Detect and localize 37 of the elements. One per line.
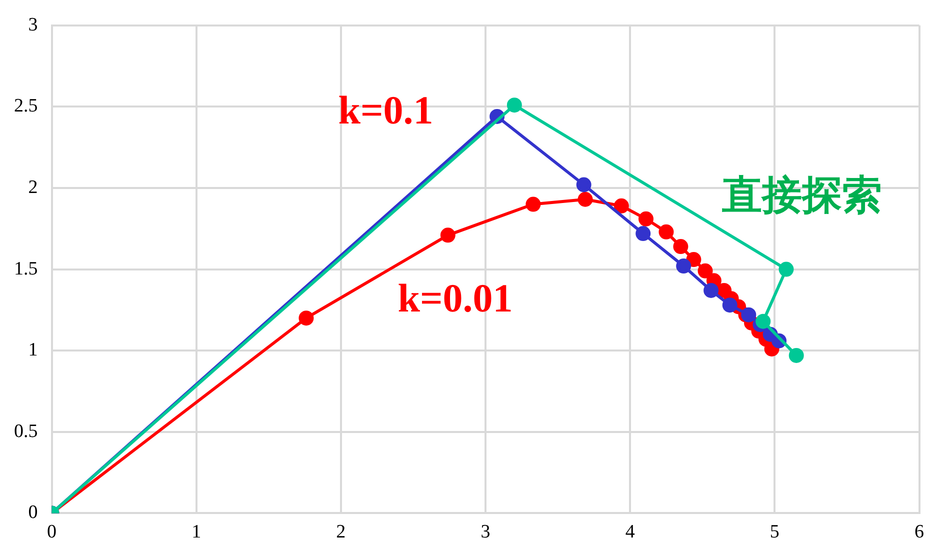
point [778, 262, 794, 277]
point [676, 258, 692, 274]
x-tick-label: 6 [914, 522, 924, 543]
point [658, 224, 674, 240]
point [741, 307, 756, 322]
y-tick-label: 0 [28, 502, 38, 524]
y-tick-label: 1 [28, 340, 38, 361]
point [614, 198, 629, 214]
y-tick-label: 2 [28, 176, 38, 198]
point [578, 192, 593, 207]
x-tick-label: 1 [192, 522, 202, 543]
x-tick-label: 4 [625, 522, 636, 543]
x-tick-label: 0 [47, 522, 56, 543]
point [788, 348, 804, 363]
point [526, 196, 541, 212]
point [673, 239, 688, 254]
point [506, 98, 522, 113]
point [686, 252, 702, 268]
series-label: k=0.01 [398, 275, 513, 320]
series-label: 直接探索 [721, 172, 882, 219]
point [722, 298, 738, 313]
annotation: k=0.1 [338, 88, 434, 133]
point [704, 282, 719, 298]
point [440, 228, 456, 243]
y-tick-label: 1.5 [14, 258, 38, 280]
point [638, 211, 654, 226]
x-tick-label: 2 [336, 522, 346, 543]
x-tick-label: 5 [770, 522, 780, 543]
point [636, 226, 651, 242]
x-tick-label: 3 [480, 522, 490, 543]
y-tick-label: 3 [28, 14, 38, 36]
y-tick-label: 2.5 [14, 96, 38, 117]
point [576, 177, 592, 192]
point [756, 314, 771, 329]
y-tick-label: 0.5 [14, 420, 38, 442]
point [698, 263, 713, 278]
point [298, 310, 314, 326]
